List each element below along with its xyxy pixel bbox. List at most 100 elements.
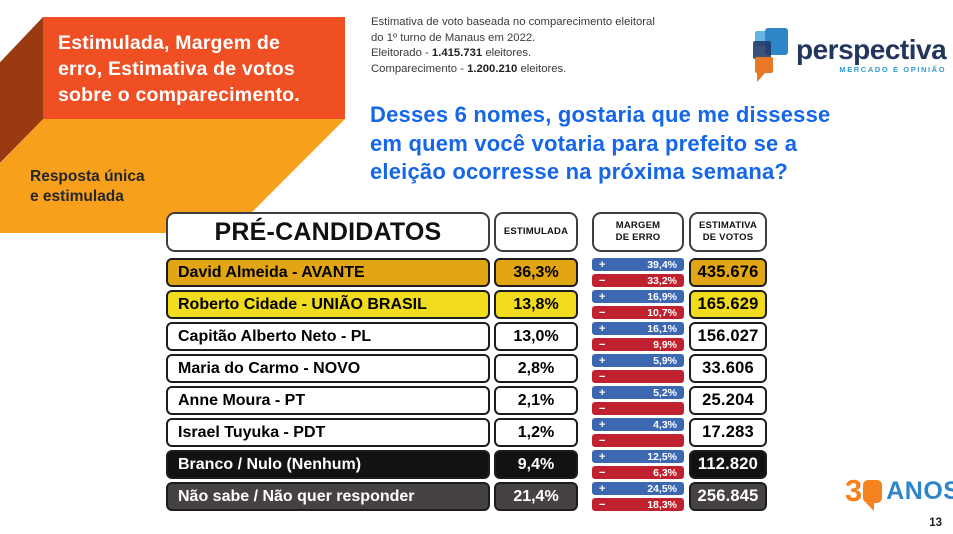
margin-minus-box: − 6,3%: [592, 466, 684, 479]
margin-plus-box: + 16,1%: [592, 322, 684, 335]
header-stimulated: ESTIMULADA: [494, 212, 578, 252]
estimate-value-cell: 256.845: [689, 482, 767, 511]
electorate-line: Eleitorado - 1.415.731 eleitores.: [371, 47, 532, 59]
margin-plus-value: 4,3%: [653, 418, 677, 431]
table-rows: David Almeida - AVANTE 36,3% + 39,4% − 3…: [166, 258, 767, 511]
header-candidates: PRÉ-CANDIDATOS: [166, 212, 490, 252]
margin-plus-box: + 5,9%: [592, 354, 684, 367]
page-number: 13: [929, 517, 942, 529]
margin-minus-box: − 10,7%: [592, 306, 684, 319]
estimate-value-cell: 17.283: [689, 418, 767, 447]
slide-title-line: Estimulada, Margem de: [58, 32, 281, 54]
margin-minus-value: 9,9%: [653, 338, 677, 351]
plus-icon: +: [599, 450, 606, 463]
plus-icon: +: [599, 354, 606, 367]
margin-of-error-cell: + 24,5% − 18,3%: [592, 482, 684, 511]
stimulated-value-cell: 13,0%: [494, 322, 578, 351]
minus-icon: −: [599, 434, 606, 447]
stimulated-value-cell: 9,4%: [494, 450, 578, 479]
response-type-label: Resposta única e estimulada: [30, 168, 145, 205]
margin-plus-box: + 5,2%: [592, 386, 684, 399]
stimulated-value-cell: 2,1%: [494, 386, 578, 415]
stimulated-value-cell: 36,3%: [494, 258, 578, 287]
anniversary-number: 3: [845, 473, 863, 508]
perspectiva-logo: perspectiva MERCADO E OPINIÃO: [752, 28, 947, 83]
minus-icon: −: [599, 338, 606, 351]
margin-plus-value: 16,9%: [647, 290, 677, 303]
table-row: Anne Moura - PT 2,1% + 5,2% − 25.204: [166, 386, 767, 415]
margin-minus-value: 33,2%: [647, 274, 677, 287]
plus-icon: +: [599, 322, 606, 335]
table-row: David Almeida - AVANTE 36,3% + 39,4% − 3…: [166, 258, 767, 287]
30-anos-logo: 3 ANOS: [845, 473, 953, 511]
margin-minus-box: −: [592, 434, 684, 447]
plus-icon: +: [599, 386, 606, 399]
estimate-value-cell: 165.629: [689, 290, 767, 319]
margin-of-error-cell: + 39,4% − 33,2%: [592, 258, 684, 287]
table-row: Maria do Carmo - NOVO 2,8% + 5,9% − 33.6…: [166, 354, 767, 383]
plus-icon: +: [599, 258, 606, 271]
margin-plus-value: 39,4%: [647, 258, 677, 271]
minus-icon: −: [599, 498, 606, 511]
margin-minus-box: −: [592, 402, 684, 415]
survey-question: Desses 6 nomes, gostaria que me dissesse…: [370, 102, 831, 184]
minus-icon: −: [599, 306, 606, 319]
stimulated-value-cell: 2,8%: [494, 354, 578, 383]
candidate-name-cell: Israel Tuyuka - PDT: [166, 418, 490, 447]
margin-minus-box: − 33,2%: [592, 274, 684, 287]
table-header-row: PRÉ-CANDIDATOS ESTIMULADA MARGEM DE ERRO…: [166, 212, 767, 252]
stimulated-value-cell: 1,2%: [494, 418, 578, 447]
candidate-name-cell: Anne Moura - PT: [166, 386, 490, 415]
turnout-line: Comparecimento - 1.200.210 eleitores.: [371, 62, 567, 75]
margin-of-error-cell: + 16,9% − 10,7%: [592, 290, 684, 319]
margin-minus-box: − 9,9%: [592, 338, 684, 351]
plus-icon: +: [599, 418, 606, 431]
estimate-value-cell: 33.606: [689, 354, 767, 383]
methodology-line: Estimativa de voto baseada no comparecim…: [371, 16, 655, 28]
margin-plus-box: + 39,4%: [592, 258, 684, 271]
margin-of-error-cell: + 5,2% −: [592, 386, 684, 415]
logo-tagline: MERCADO E OPINIÃO: [839, 65, 947, 74]
margin-minus-box: − 18,3%: [592, 498, 684, 511]
header-margin-of-error: MARGEM DE ERRO: [592, 212, 684, 252]
candidate-name-cell: Maria do Carmo - NOVO: [166, 354, 490, 383]
results-table: PRÉ-CANDIDATOS ESTIMULADA MARGEM DE ERRO…: [166, 212, 767, 514]
table-row: Não sabe / Não quer responder 21,4% + 24…: [166, 482, 767, 511]
turnout-value: 1.200.210: [467, 62, 518, 75]
margin-plus-box: + 16,9%: [592, 290, 684, 303]
margin-plus-value: 16,1%: [647, 322, 677, 335]
minus-icon: −: [599, 466, 606, 479]
margin-minus-value: 10,7%: [647, 306, 677, 319]
margin-minus-value: 18,3%: [647, 498, 677, 511]
plus-icon: +: [599, 290, 606, 303]
candidate-name-cell: Branco / Nulo (Nenhum): [166, 450, 490, 479]
estimate-value-cell: 25.204: [689, 386, 767, 415]
methodology-line: do 1º turno de Manaus em 2022.: [371, 31, 536, 44]
electorate-value: 1.415.731: [431, 47, 483, 59]
table-row: Israel Tuyuka - PDT 1,2% + 4,3% − 17.283: [166, 418, 767, 447]
header-vote-estimate: ESTIMATIVA DE VOTOS: [689, 212, 767, 252]
anniversary-label: ANOS: [886, 476, 953, 505]
slide-title-line: erro, Estimativa de votos: [58, 58, 295, 80]
margin-of-error-cell: + 12,5% − 6,3%: [592, 450, 684, 479]
minus-icon: −: [599, 402, 606, 415]
candidate-name-cell: Não sabe / Não quer responder: [166, 482, 490, 511]
margin-minus-box: −: [592, 370, 684, 383]
margin-plus-box: + 4,3%: [592, 418, 684, 431]
minus-icon: −: [599, 370, 606, 383]
candidate-name-cell: Roberto Cidade - UNIÃO BRASIL: [166, 290, 490, 319]
margin-of-error-cell: + 4,3% −: [592, 418, 684, 447]
methodology-note: Estimativa de voto baseada no comparecim…: [371, 15, 655, 77]
margin-of-error-cell: + 16,1% − 9,9%: [592, 322, 684, 351]
stimulated-value-cell: 13,8%: [494, 290, 578, 319]
table-row: Branco / Nulo (Nenhum) 9,4% + 12,5% − 6,…: [166, 450, 767, 479]
candidate-name-cell: Capitão Alberto Neto - PL: [166, 322, 490, 351]
table-row: Capitão Alberto Neto - PL 13,0% + 16,1% …: [166, 322, 767, 351]
slide-title-box: Estimulada, Margem de erro, Estimativa d…: [43, 17, 345, 119]
candidate-name-cell: David Almeida - AVANTE: [166, 258, 490, 287]
estimate-value-cell: 435.676: [689, 258, 767, 287]
margin-of-error-cell: + 5,9% −: [592, 354, 684, 383]
margin-plus-value: 12,5%: [647, 450, 677, 463]
slide-title-line: sobre o comparecimento.: [58, 84, 300, 106]
